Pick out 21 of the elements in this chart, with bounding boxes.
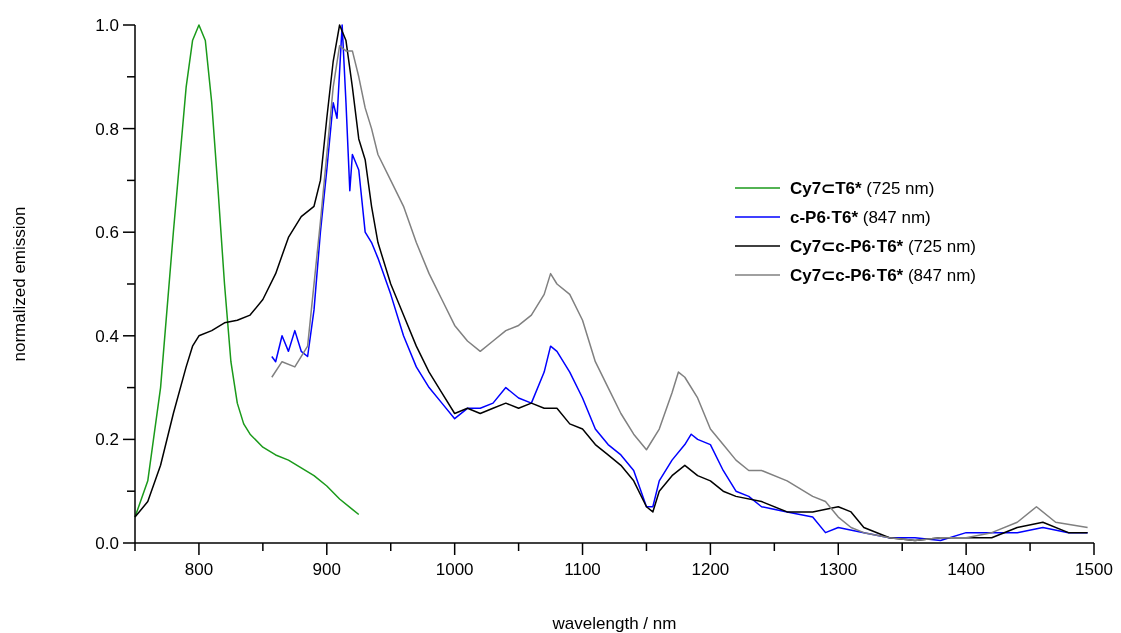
x-tick-label: 1200 bbox=[691, 560, 730, 579]
y-tick-label: 0.0 bbox=[95, 534, 119, 553]
x-tick-label: 1300 bbox=[819, 560, 858, 579]
x-tick-label: 1000 bbox=[435, 560, 474, 579]
y-axis-title: normalized emission bbox=[10, 206, 29, 362]
x-tick-label: 1100 bbox=[564, 560, 601, 579]
legend-label: Cy7⊂c-P6·T6* (725 nm) bbox=[790, 237, 976, 256]
y-tick-label: 0.8 bbox=[95, 119, 119, 139]
legend-label: Cy7⊂c-P6·T6* (847 nm) bbox=[790, 266, 976, 285]
x-axis-title: wavelength / nm bbox=[551, 614, 677, 633]
x-tick-label: 1400 bbox=[947, 560, 986, 579]
line-series bbox=[134, 24, 360, 518]
legend-label: c-P6·T6* (847 nm) bbox=[790, 208, 931, 227]
x-tick-label: 900 bbox=[312, 560, 341, 579]
y-tick-label: 1.0 bbox=[95, 16, 119, 35]
x-tick-label: 1500 bbox=[1075, 560, 1113, 579]
legend-label: Cy7⊂T6* (725 nm) bbox=[790, 179, 935, 198]
y-tick-label: 0.6 bbox=[95, 223, 119, 243]
y-tick-label: 0.4 bbox=[95, 326, 119, 346]
x-tick-label: 800 bbox=[184, 560, 214, 579]
y-tick-label: 0.2 bbox=[95, 430, 119, 450]
